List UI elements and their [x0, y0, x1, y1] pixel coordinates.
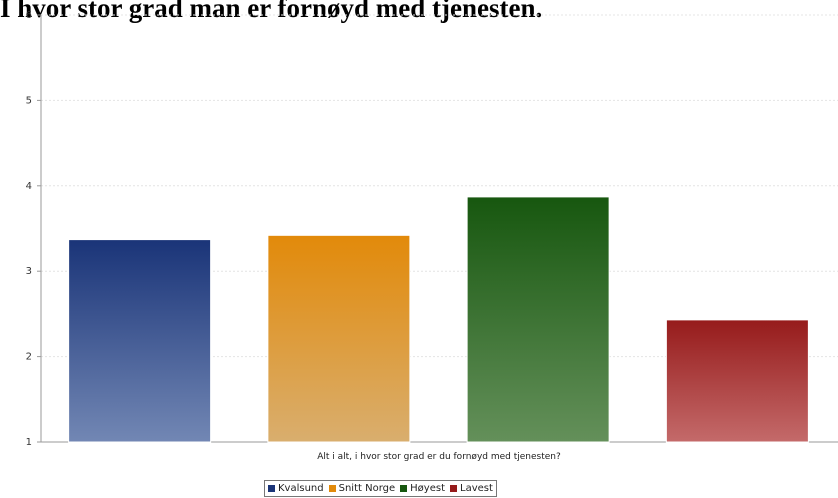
- bar-0[interactable]: [68, 239, 212, 443]
- x-axis-label: Alt i alt, i hvor stor grad er du fornøy…: [317, 452, 561, 462]
- y-tick-label: 5: [26, 95, 32, 106]
- legend-swatch: [400, 485, 408, 492]
- y-tick-label: 6: [26, 10, 32, 21]
- legend-swatch: [328, 485, 336, 492]
- legend-label: Kvalsund: [278, 483, 324, 494]
- y-tick-label: 4: [26, 181, 32, 192]
- y-tick-label: 2: [26, 352, 32, 363]
- bar-3[interactable]: [665, 319, 809, 443]
- y-tick-label: 1: [26, 437, 32, 448]
- chart-title: I hvor stor grad man er fornøyd med tjen…: [0, 0, 543, 23]
- bar-1[interactable]: [267, 234, 411, 443]
- legend-label: Snitt Norge: [338, 483, 396, 494]
- legend-item: Høyest: [400, 483, 445, 494]
- legend-label: Lavest: [460, 483, 493, 494]
- legend-item: Snitt Norge: [328, 483, 396, 494]
- bar-chart: 1 2 3 4 5 6 Alt i alt, i hvor stor grad er du…: [26, 10, 838, 462]
- legend-label: Høyest: [410, 483, 445, 494]
- legend-swatch: [450, 485, 457, 492]
- bars: [68, 196, 809, 443]
- bar-2[interactable]: [466, 196, 610, 443]
- legend-item: Kvalsund: [268, 483, 324, 494]
- legend: Kvalsund Snitt Norge Høyest Lavest: [264, 480, 497, 497]
- legend-item: Lavest: [450, 483, 493, 494]
- legend-swatch: [268, 485, 275, 492]
- y-ticks: 1 2 3 4 5 6: [26, 10, 41, 448]
- y-tick-label: 3: [26, 266, 32, 277]
